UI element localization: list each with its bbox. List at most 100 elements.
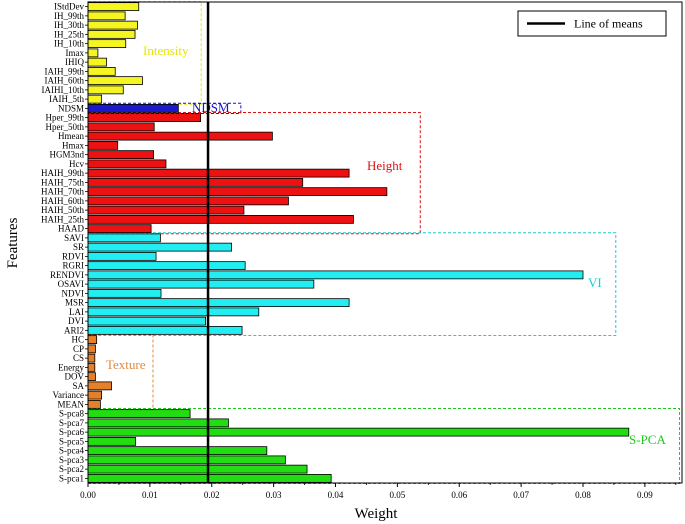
group-label-texture: Texture: [106, 357, 146, 372]
plot-frame: [87, 1, 683, 484]
legend-mean-label: Line of means: [574, 17, 643, 31]
x-axis-title: Weight: [355, 506, 399, 522]
y-tick-label-IH_25th: IH_25th: [54, 29, 84, 39]
y-tick-label-CS: CS: [73, 353, 84, 363]
bar-S-pca6: [87, 427, 630, 437]
y-tick-label-S-pca5: S-pca5: [59, 436, 84, 446]
bar-S-pca3: [87, 455, 286, 465]
bar-S-pca4: [87, 446, 268, 456]
y-tick-label-LAI: LAI: [69, 307, 84, 317]
bar-S-pca5: [87, 436, 137, 446]
group-label-intensity: Intensity: [143, 43, 189, 58]
bar-CS: [87, 353, 96, 363]
x-tick-label-0.07: 0.07: [513, 490, 529, 500]
y-tick-label-S-pca2: S-pca2: [59, 464, 84, 474]
bar-Imax: [87, 48, 99, 58]
y-tick-label-RENDVI: RENDVI: [50, 270, 84, 280]
y-tick-label-MSR: MSR: [65, 298, 84, 308]
group-labels: Intensity NDSM Height VI Texture S-PCA: [106, 43, 666, 447]
y-tick-label-Energy: Energy: [58, 362, 84, 372]
bar-HAIH_99th: [87, 168, 350, 178]
y-tick-label-HAIH_99th: HAIH_99th: [41, 168, 84, 178]
y-tick-label-Hmax: Hmax: [62, 140, 84, 150]
x-axis-ticks: 0.00 0.01 0.02 0.03 0.04 0.05 0.06 0.07 0.08 0.09: [80, 483, 677, 500]
bar-NDSM: [87, 103, 179, 113]
y-tick-label-IH_10th: IH_10th: [54, 39, 84, 49]
y-tick-label-S-pca4: S-pca4: [59, 446, 84, 456]
bar-RDVI: [87, 251, 157, 261]
y-tick-label-HAIH_50th: HAIH_50th: [41, 205, 84, 215]
bar-IAIH_5th: [87, 94, 103, 104]
y-tick-label-MEAN: MEAN: [58, 399, 85, 409]
bar-S-pca8: [87, 409, 191, 419]
y-tick-label-RGRI: RGRI: [62, 261, 84, 271]
x-tick-label-0.00: 0.00: [80, 490, 96, 500]
x-tick-label-0.06: 0.06: [451, 490, 467, 500]
bar-OSAVI: [87, 279, 315, 289]
y-axis-title: Features: [5, 217, 21, 268]
y-tick-label-SA: SA: [72, 381, 84, 391]
x-tick-label-0.08: 0.08: [575, 490, 591, 500]
bar-IH_30th: [87, 20, 138, 30]
y-tick-label-S-pca1: S-pca1: [59, 473, 84, 483]
y-tick-label-S-pca3: S-pca3: [59, 455, 84, 465]
bar-IH_99th: [87, 11, 126, 21]
bar-HAIH_60th: [87, 196, 289, 206]
bar-IHIQ: [87, 57, 107, 67]
bar-IH_25th: [87, 29, 136, 39]
bars: [87, 2, 630, 483]
y-tick-label-IH_30th: IH_30th: [54, 20, 84, 30]
bar-HAAD: [87, 224, 152, 234]
bar-Variance: [87, 390, 103, 400]
y-tick-label-NDSM: NDSM: [58, 103, 84, 113]
group-label-ndsm: NDSM: [192, 100, 230, 115]
bar-Energy: [87, 362, 96, 372]
y-tick-labels: IStdDevIH_99thIH_30thIH_25thIH_10thImaxI…: [41, 2, 88, 483]
legend: Line of means: [517, 10, 667, 37]
y-tick-label-HC: HC: [71, 335, 84, 345]
group-label-vi: VI: [588, 275, 602, 290]
bar-S-pca2: [87, 464, 308, 474]
bar-IAIH_60th: [87, 76, 143, 86]
y-tick-label-Hmean: Hmean: [58, 131, 84, 141]
bar-Hcv: [87, 159, 167, 169]
bar-HAIH_50th: [87, 205, 245, 215]
x-tick-label-0.03: 0.03: [266, 490, 282, 500]
y-tick-label-IAIH_60th: IAIH_60th: [45, 76, 85, 86]
bar-S-pca1: [87, 473, 332, 483]
bar-CP: [87, 344, 96, 354]
bar-LAI: [87, 307, 260, 317]
bar-NDVI: [87, 288, 162, 298]
bar-Hmax: [87, 140, 119, 150]
y-tick-label-IH_99th: IH_99th: [54, 11, 84, 21]
y-tick-label-HGM3nd: HGM3nd: [49, 150, 84, 160]
y-tick-label-Hper_50th: Hper_50th: [46, 122, 85, 132]
x-tick-label-0.02: 0.02: [204, 490, 220, 500]
bar-Hper_99th: [87, 113, 202, 123]
y-tick-label-IAIHI_10th: IAIHI_10th: [42, 85, 85, 95]
group-label-s-pca: S-PCA: [629, 432, 666, 447]
y-tick-label-HAIH_75th: HAIH_75th: [41, 177, 84, 187]
bar-RENDVI: [87, 270, 584, 280]
y-tick-label-DOV: DOV: [65, 372, 85, 382]
y-tick-label-HAAD: HAAD: [58, 224, 84, 234]
y-tick-label-NDVI: NDVI: [62, 288, 85, 298]
y-tick-label-SR: SR: [73, 242, 84, 252]
bar-SA: [87, 381, 112, 391]
y-tick-label-HAIH_25th: HAIH_25th: [41, 214, 84, 224]
bar-MEAN: [87, 399, 101, 409]
x-tick-label-0.01: 0.01: [142, 490, 158, 500]
y-tick-label-ARI2: ARI2: [64, 325, 84, 335]
y-tick-label-Hcv: Hcv: [69, 159, 84, 169]
y-tick-label-Hper_99th: Hper_99th: [46, 113, 85, 123]
group-label-height: Height: [367, 158, 403, 173]
bar-Hper_50th: [87, 122, 155, 132]
bar-HC: [87, 335, 98, 345]
bar-IStdDev: [87, 2, 140, 12]
bar-Hmean: [87, 131, 273, 141]
bar-RGRI: [87, 261, 246, 271]
y-tick-label-DVI: DVI: [68, 316, 84, 326]
y-tick-label-IHIQ: IHIQ: [65, 57, 84, 67]
bar-SAVI: [87, 233, 161, 243]
